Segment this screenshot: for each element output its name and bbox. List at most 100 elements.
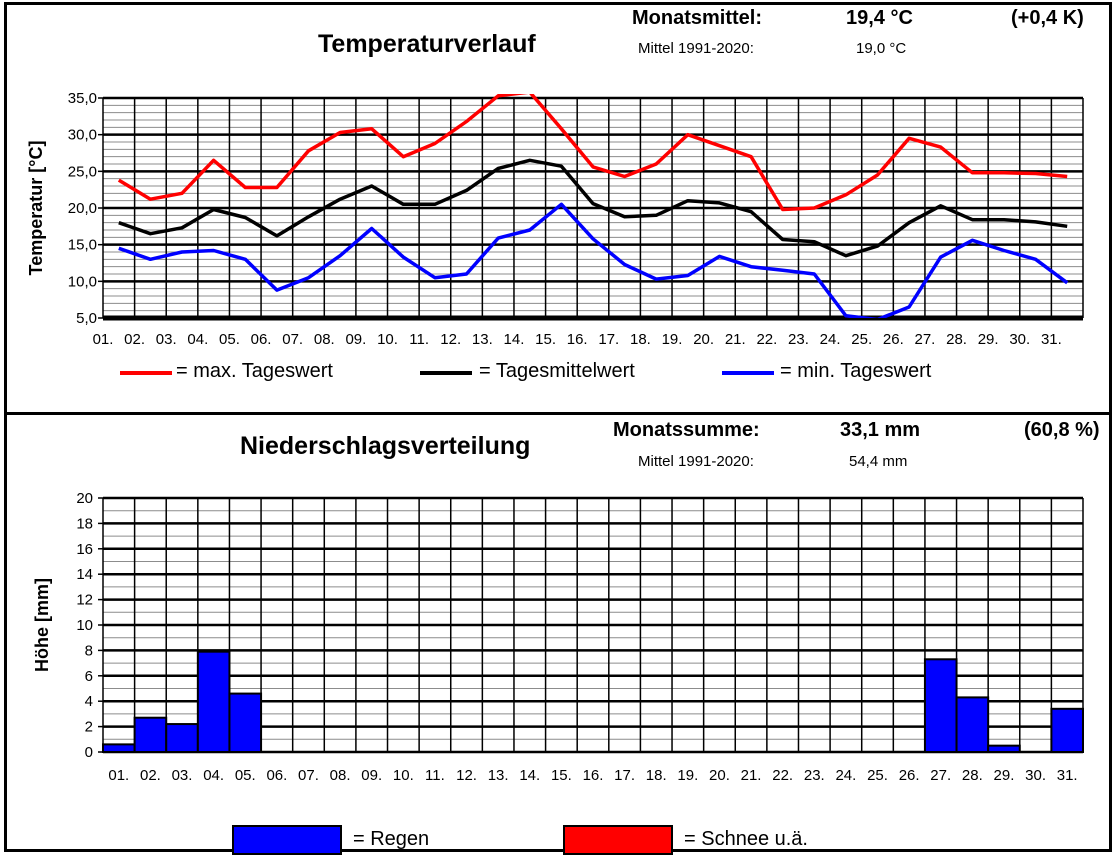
x-tick-label: 08. <box>314 331 335 348</box>
rain-bar <box>133 716 168 754</box>
x-tick-label: 26. <box>883 331 904 348</box>
y-tick-label: 35,0 <box>68 90 97 107</box>
x-tick-label: 21. <box>725 331 746 348</box>
legend-min-label: = min. Tageswert <box>780 360 932 382</box>
y-tick-label: 20,0 <box>68 200 97 217</box>
temperature-ref-value: 19,0 °C <box>856 40 907 57</box>
x-tick-label: 02. <box>140 767 161 784</box>
x-tick-label: 31. <box>1041 331 1062 348</box>
x-tick-label: 11. <box>409 331 429 348</box>
y-tick-label: 10,0 <box>68 273 97 290</box>
section-divider <box>4 412 1112 415</box>
x-tick-label: 02. <box>124 331 145 348</box>
rain-bar <box>102 743 136 754</box>
x-tick-label: 01. <box>108 767 129 784</box>
y-tick-label: 4 <box>85 693 93 710</box>
x-tick-label: 13. <box>472 331 493 348</box>
x-tick-label: 22. <box>756 331 777 348</box>
x-tick-label: 12. <box>440 331 461 348</box>
precipitation-stat-label: Monatssumme: <box>613 419 760 441</box>
legend-max-label: = max. Tageswert <box>176 360 333 382</box>
legend-mean-line <box>420 371 472 375</box>
x-tick-label: 19. <box>662 331 683 348</box>
x-tick-label: 20. <box>709 767 730 784</box>
x-tick-label: 29. <box>978 331 999 348</box>
temperature-title: Temperaturverlauf <box>318 30 536 58</box>
series-line-2 <box>118 202 1069 318</box>
y-tick-label: 15,0 <box>68 237 97 254</box>
x-tick-label: 10. <box>393 767 414 784</box>
x-tick-label: 14. <box>519 767 540 784</box>
x-tick-label: 12. <box>456 767 477 784</box>
rain-bar <box>228 692 263 754</box>
temperature-stat-label: Monatsmittel: <box>632 7 762 29</box>
x-tick-label: 30. <box>1025 767 1046 784</box>
rain-bar <box>1050 707 1084 754</box>
x-tick-label: 23. <box>804 767 825 784</box>
outer-frame <box>4 2 1112 852</box>
y-tick-label: 12 <box>76 592 93 609</box>
legend-snow-swatch <box>563 825 673 855</box>
x-tick-label: 28. <box>962 767 983 784</box>
series-line-0 <box>117 94 1068 212</box>
x-tick-label: 16. <box>583 767 604 784</box>
x-tick-label: 03. <box>172 767 193 784</box>
precipitation-stat-value: 33,1 mm <box>840 419 921 441</box>
x-tick-label: 13. <box>488 767 509 784</box>
x-tick-label: 01. <box>93 331 114 348</box>
x-tick-label: 20. <box>693 331 714 348</box>
x-tick-label: 24. <box>820 331 841 348</box>
x-tick-label: 17. <box>614 767 635 784</box>
x-tick-label: 25. <box>867 767 888 784</box>
y-tick-label: 10 <box>76 617 93 634</box>
x-tick-label: 03. <box>156 331 177 348</box>
temperature-stat-diff: (+0,4 K) <box>1011 7 1084 29</box>
x-tick-label: 05. <box>235 767 256 784</box>
y-axis-label: Höhe [mm] <box>32 578 52 672</box>
precipitation-ref-label: Mittel 1991-2020: <box>638 453 754 470</box>
x-tick-label: 18. <box>630 331 651 348</box>
x-tick-label: 26. <box>899 767 920 784</box>
x-tick-label: 19. <box>677 767 698 784</box>
x-tick-label: 06. <box>251 331 272 348</box>
y-tick-label: 16 <box>76 541 93 558</box>
x-tick-label: 08. <box>330 767 351 784</box>
y-axis-label: Temperatur [°C] <box>26 141 46 276</box>
legend-rain-swatch <box>232 825 342 855</box>
precipitation-title: Niederschlagsverteilung <box>240 432 531 460</box>
rain-bar <box>987 744 1021 754</box>
x-tick-label: 30. <box>1009 331 1030 348</box>
x-tick-label: 15. <box>535 331 556 348</box>
y-tick-label: 20 <box>76 490 93 507</box>
x-tick-label: 04. <box>203 767 224 784</box>
x-tick-label: 18. <box>646 767 667 784</box>
legend-rain-label: = Regen <box>353 828 430 850</box>
x-tick-label: 15. <box>551 767 572 784</box>
y-tick-label: 25,0 <box>68 163 97 180</box>
x-tick-label: 04. <box>187 331 208 348</box>
x-tick-label: 09. <box>361 767 382 784</box>
x-tick-label: 22. <box>772 767 793 784</box>
rain-bar <box>955 696 990 754</box>
y-tick-label: 14 <box>76 566 93 583</box>
x-tick-label: 31. <box>1057 767 1078 784</box>
x-tick-label: 17. <box>598 331 619 348</box>
x-tick-label: 07. <box>298 767 319 784</box>
y-tick-label: 18 <box>76 515 93 532</box>
rain-bar <box>923 658 958 753</box>
x-tick-label: 05. <box>219 331 240 348</box>
precipitation-ref-value: 54,4 mm <box>849 453 908 470</box>
y-tick-label: 8 <box>85 642 93 659</box>
x-tick-label: 16. <box>567 331 588 348</box>
x-tick-label: 28. <box>946 331 967 348</box>
x-tick-label: 11. <box>425 767 445 784</box>
x-tick-label: 21. <box>741 767 762 784</box>
x-tick-label: 07. <box>282 331 303 348</box>
y-tick-label: 2 <box>85 719 93 736</box>
y-tick-label: 30,0 <box>68 127 97 144</box>
legend-min-line <box>722 371 774 375</box>
precipitation-stat-diff: (60,8 %) <box>1024 419 1100 441</box>
y-tick-label: 5,0 <box>76 310 97 327</box>
x-tick-label: 06. <box>266 767 287 784</box>
